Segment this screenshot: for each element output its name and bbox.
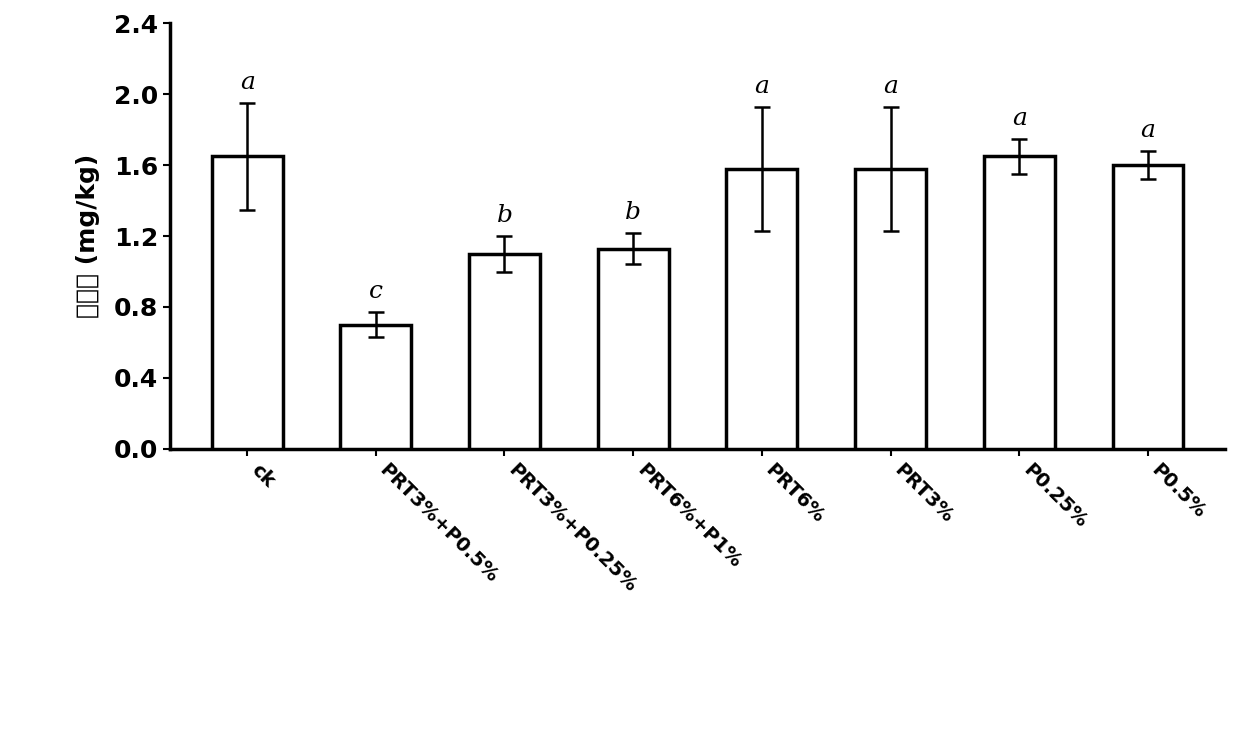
Text: a: a: [755, 75, 769, 97]
Text: a: a: [883, 75, 898, 97]
Bar: [212, 156, 282, 449]
Bar: [470, 254, 540, 449]
Text: a: a: [1140, 119, 1155, 142]
Bar: [855, 169, 926, 449]
Bar: [726, 169, 797, 449]
Bar: [984, 156, 1054, 449]
Text: a: a: [1012, 106, 1027, 129]
Y-axis label: 汞含量 (mg/kg): 汞含量 (mg/kg): [76, 154, 100, 318]
Text: b: b: [497, 205, 513, 227]
Bar: [597, 248, 669, 449]
Text: b: b: [626, 201, 641, 224]
Text: c: c: [369, 280, 383, 304]
Text: a: a: [239, 71, 254, 94]
Bar: [341, 324, 411, 449]
Bar: [1113, 165, 1183, 449]
